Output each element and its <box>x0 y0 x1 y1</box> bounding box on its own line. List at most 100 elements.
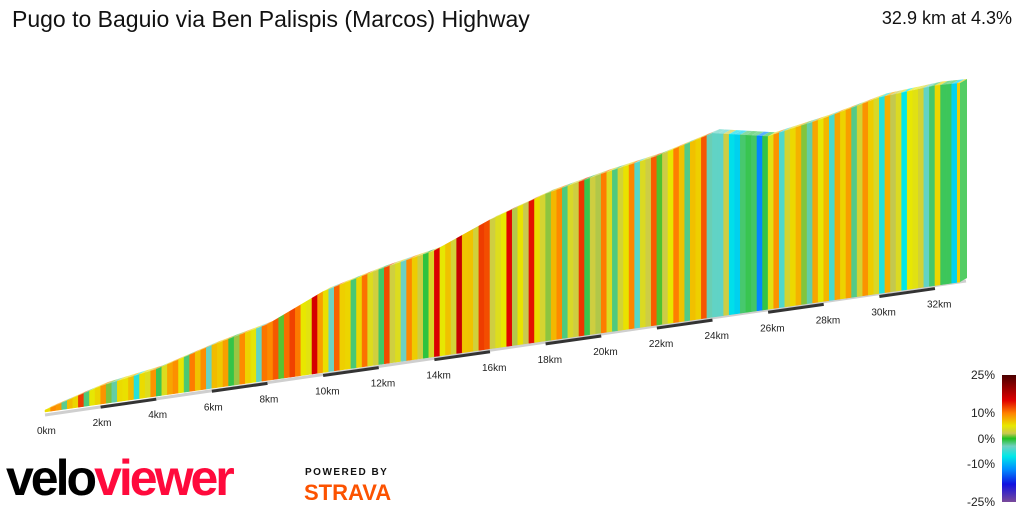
profile-segment-top <box>156 362 169 370</box>
profile-segment-top <box>662 147 675 154</box>
profile-segment-face <box>339 282 346 371</box>
profile-segment-top <box>234 330 247 337</box>
profile-segment-face <box>222 338 229 387</box>
profile-segment-top <box>940 80 954 85</box>
profile-segment-top <box>239 328 253 335</box>
profile-segment-face <box>311 294 318 375</box>
profile-segment-face <box>178 356 185 394</box>
profile-segment-top <box>673 142 687 150</box>
profile-segment-top <box>384 261 397 268</box>
profile-segment-top <box>195 346 208 353</box>
profile-segment-top <box>567 179 581 186</box>
profile-segment-face <box>834 111 841 301</box>
profile-segment-face <box>945 83 952 285</box>
profile-segment-face <box>278 314 285 380</box>
profile-segment-top <box>645 153 659 160</box>
profile-segment-face <box>239 332 246 385</box>
profile-segment-top <box>857 99 870 106</box>
profile-end-cap <box>960 79 967 282</box>
x-tick-label: 22km <box>649 339 673 350</box>
profile-segment-face <box>194 349 201 391</box>
profile-segment-top <box>200 343 214 351</box>
profile-segment-face <box>72 395 79 409</box>
profile-segment-face <box>573 181 580 338</box>
profile-segment-top <box>640 155 653 162</box>
profile-segment-top <box>907 86 920 92</box>
x-tick-label: 30km <box>871 307 895 318</box>
profile-segment-face <box>183 354 190 393</box>
profile-segment-top <box>172 355 186 363</box>
profile-segment-face <box>105 382 112 404</box>
profile-segment-face <box>473 225 480 352</box>
profile-segment-top <box>795 121 809 128</box>
profile-segment-top <box>323 285 336 292</box>
profile-segment-top <box>489 213 503 220</box>
profile-segment-face <box>767 134 774 310</box>
profile-segment-face <box>484 219 491 350</box>
profile-segment-face <box>384 265 391 365</box>
profile-segment-face <box>489 216 496 350</box>
profile-segment-top <box>128 371 141 378</box>
profile-segment-face <box>656 153 663 326</box>
profile-segment-top <box>629 159 642 166</box>
axis-segment-dark <box>100 397 157 409</box>
profile-segment-top <box>56 398 69 406</box>
profile-segment-face <box>300 300 307 376</box>
profile-segment-face <box>395 261 402 363</box>
profile-segment-face <box>417 254 424 360</box>
profile-segment-face <box>712 132 719 318</box>
profile-segment-top <box>189 348 203 355</box>
profile-segment-top <box>840 106 853 113</box>
profile-segment-top <box>578 175 592 182</box>
profile-segment-face <box>829 113 836 301</box>
profile-segment-face <box>956 82 961 283</box>
profile-segment-face <box>695 137 702 320</box>
axis-segment-dark <box>656 318 713 330</box>
profile-segment-top <box>812 116 826 122</box>
profile-segment-top <box>222 335 236 342</box>
profile-segment-face <box>422 252 430 359</box>
distance-axis <box>44 279 967 417</box>
profile-segment-top <box>684 138 698 145</box>
profile-segment-top <box>534 192 548 200</box>
profile-segment-face <box>272 317 279 380</box>
profile-segment-face <box>439 244 446 357</box>
profile-segment-top <box>667 145 681 152</box>
profile-segment-face <box>456 234 463 354</box>
profile-segment-top <box>890 89 904 96</box>
profile-segment-top <box>734 130 748 135</box>
route-summary: 32.9 km at 4.3% <box>881 8 1012 28</box>
profile-segment-face <box>556 187 563 340</box>
profile-segment-face <box>678 144 685 323</box>
profile-segment-top <box>651 152 664 158</box>
profile-segment-face <box>44 407 51 413</box>
profile-segment-face <box>478 222 485 351</box>
profile-segment-face <box>628 162 635 330</box>
profile-segment-face <box>790 126 797 307</box>
profile-segment-face <box>283 310 290 379</box>
profile-segment-face <box>562 185 569 339</box>
profile-segment-top <box>679 140 692 147</box>
profile-segment-face <box>745 134 752 313</box>
profile-segment-face <box>773 132 780 309</box>
profile-segment-face <box>918 87 925 289</box>
axis-segment-dark <box>879 287 936 298</box>
profile-segment-top <box>417 250 431 257</box>
profile-segment-top <box>150 365 164 371</box>
profile-segment-face <box>306 297 313 376</box>
profile-segment-top <box>768 130 781 137</box>
profile-segment-face <box>523 201 530 345</box>
profile-segment-top <box>412 252 425 259</box>
profile-segment-top <box>957 79 967 84</box>
profile-segment-top <box>100 380 114 387</box>
profile-segment-top <box>901 87 915 93</box>
profile-segment-top <box>606 166 620 173</box>
profile-segment-top <box>50 401 64 408</box>
profile-segment-face <box>895 92 902 292</box>
profile-segment-top <box>601 168 614 174</box>
profile-segment-top <box>72 391 86 399</box>
x-tick-label: 18km <box>538 355 562 366</box>
axis-line <box>44 279 967 417</box>
profile-segment-top <box>245 326 258 333</box>
